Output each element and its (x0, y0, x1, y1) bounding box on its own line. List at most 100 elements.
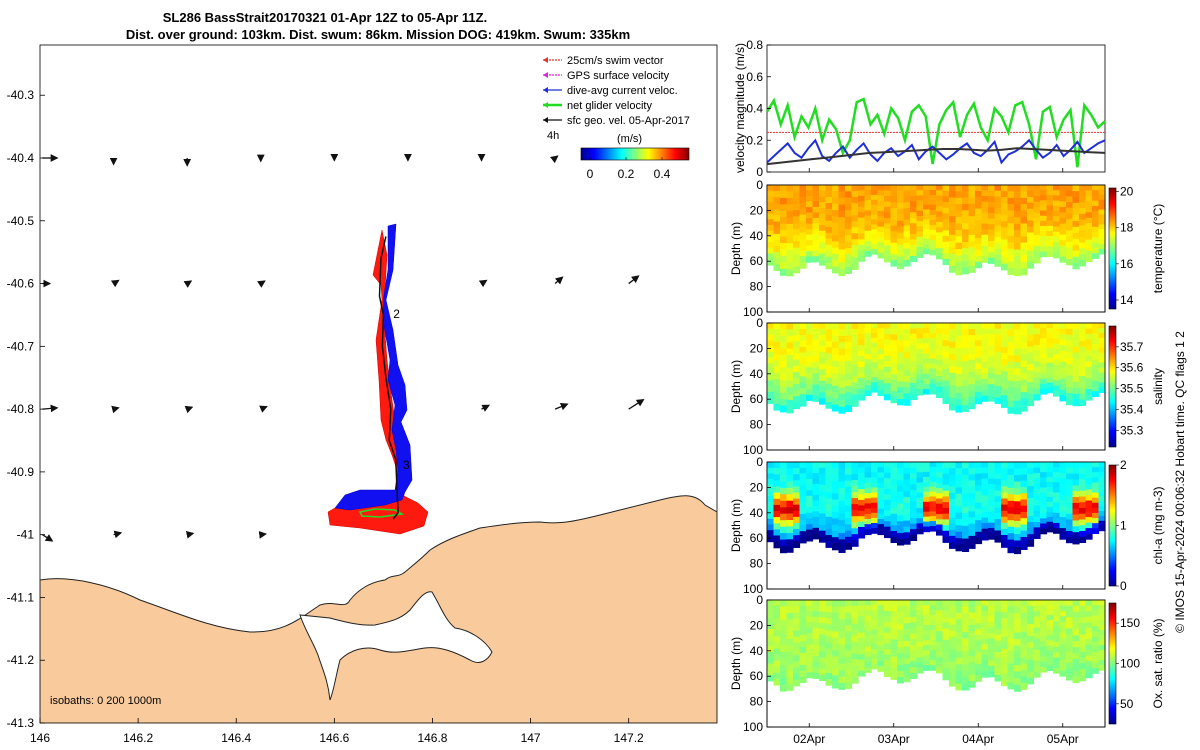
profile-cell (975, 340, 983, 347)
profile-cell (897, 214, 905, 222)
profile-cell (812, 356, 820, 363)
profile-cell (936, 626, 944, 632)
profile-cell (994, 663, 1002, 670)
profile-cell (1033, 388, 1041, 395)
profile-cell (981, 534, 989, 541)
profile-cell (890, 473, 898, 480)
profile-cell (923, 323, 931, 329)
profile-cell (812, 650, 820, 657)
profile-cell (825, 262, 833, 270)
profile-cell (988, 517, 996, 524)
profile-cell (1007, 487, 1015, 495)
profile-cell (910, 506, 918, 513)
profile-cell (793, 618, 801, 626)
profile-cell (877, 615, 885, 621)
profile-cell (858, 499, 866, 506)
profile-cell (890, 196, 898, 203)
profile-cell (1040, 241, 1048, 247)
profile-cell (1033, 355, 1041, 362)
profile-cell (955, 512, 963, 520)
profile-cell (1072, 532, 1080, 539)
profile-cell (1066, 617, 1074, 624)
profile-cell (955, 367, 963, 375)
profile-cell (858, 670, 866, 677)
profile-cell (897, 503, 905, 510)
profile-cell (1092, 190, 1100, 196)
geo-vector-arrow (478, 279, 488, 288)
profile-cell (1040, 328, 1048, 334)
profile-cell (845, 379, 853, 387)
title-line-1: SL286 BassStrait20170321 01-Apr 12Z to 0… (163, 10, 487, 25)
profile-cell (897, 605, 905, 613)
profile-cell (949, 347, 957, 355)
profile-cell (812, 467, 820, 474)
profile-cell (1027, 346, 1035, 354)
map-x-tick-label: 147 (521, 731, 541, 745)
profile-cell (1001, 323, 1009, 330)
profile-cell (786, 462, 794, 469)
profile-cell (1027, 468, 1035, 475)
profile-cell (1079, 208, 1087, 215)
profile-cell (1001, 263, 1009, 271)
profile-cell (884, 632, 892, 639)
profile-cell (786, 355, 794, 363)
profile-cell (819, 386, 827, 394)
profile-cell (851, 611, 859, 619)
profile-cell (767, 386, 775, 393)
profile-cell (786, 612, 794, 620)
profile-cell (780, 671, 788, 679)
profile-cell (851, 665, 859, 672)
profile-cell (786, 249, 794, 257)
profile-cell (903, 652, 911, 659)
profile-cell (884, 600, 892, 607)
profile-cell (858, 600, 866, 606)
profile-cell (767, 507, 775, 514)
profile-cell (1001, 335, 1009, 342)
profile-cell (851, 221, 859, 228)
map-x-tick-label: 146.2 (123, 731, 153, 745)
profile-cell (806, 234, 814, 241)
profile-cell (949, 234, 957, 242)
profile-cell (1033, 207, 1041, 214)
profile-cell (799, 629, 807, 636)
profile-cell (994, 397, 1002, 404)
profile-cell (1033, 605, 1041, 612)
profile-cell (1001, 209, 1009, 216)
profile-cell (1092, 375, 1100, 382)
profile-cell (799, 190, 807, 198)
profile-cell (871, 352, 879, 359)
profile-cell (799, 400, 807, 407)
profile-cell (1007, 526, 1015, 534)
profile-cell (949, 542, 957, 549)
profile-cell (845, 191, 853, 199)
profile-cell (929, 481, 937, 488)
profile-cell (812, 505, 820, 512)
profile-cell (1053, 600, 1061, 606)
profile-cell (851, 677, 859, 684)
profile-cell (806, 600, 814, 607)
profile-cell (877, 385, 885, 391)
profile-cell (793, 185, 801, 192)
profile-cell (812, 473, 820, 480)
profile-cell (1092, 605, 1100, 611)
profile-cell (1072, 382, 1080, 389)
profile-cell (851, 197, 859, 204)
profile-cell (988, 339, 996, 346)
profile-cell (871, 497, 879, 504)
profile-cell (1079, 231, 1087, 238)
profile-cell (1092, 467, 1100, 473)
profile-cell (936, 253, 944, 260)
profile-cell (858, 489, 866, 496)
profile-cell (864, 524, 872, 530)
legend-arrowhead (543, 57, 548, 63)
profile-cell (890, 611, 898, 618)
profile-cell (1092, 226, 1100, 233)
profile-cell (773, 397, 781, 405)
profile-cell (942, 230, 950, 237)
profile-cell (1059, 478, 1067, 485)
profile-cell (773, 360, 781, 368)
profile-cell (1020, 606, 1028, 614)
profile-cell (799, 611, 807, 619)
profile-cell (1085, 478, 1093, 485)
profile-cell (1085, 350, 1093, 357)
